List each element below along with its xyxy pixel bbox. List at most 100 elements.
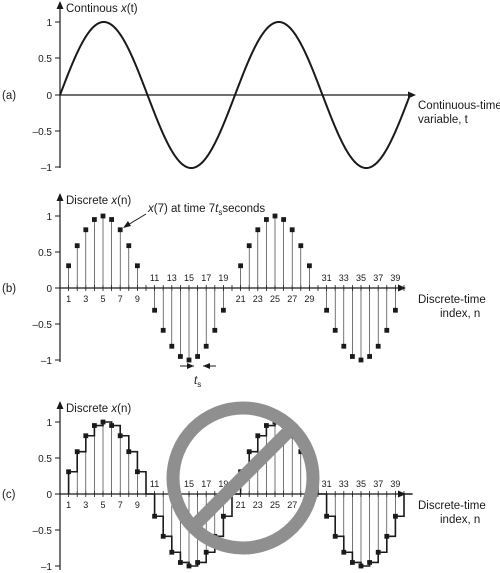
panel-c-label: (c) bbox=[2, 489, 16, 501]
sample-marker bbox=[238, 263, 243, 269]
index-label: 37 bbox=[373, 273, 383, 283]
sample-marker bbox=[66, 263, 71, 269]
panel-b-y-ticks: 1 0.5 0 –0.5 –1 bbox=[33, 212, 60, 367]
sample-marker bbox=[126, 243, 132, 249]
panel-b-label: (b) bbox=[2, 283, 16, 295]
index-label: 31 bbox=[322, 273, 332, 283]
sample-marker bbox=[135, 263, 140, 269]
sample-marker bbox=[358, 357, 364, 363]
index-label: 3 bbox=[83, 294, 88, 304]
index-label: 3 bbox=[83, 500, 88, 510]
sample-marker bbox=[393, 307, 398, 313]
panel-c-xlabel-line2: index, n bbox=[440, 514, 480, 526]
sample-marker bbox=[332, 327, 338, 333]
index-label: 39 bbox=[390, 479, 400, 489]
index-label: 7 bbox=[118, 500, 123, 510]
sample-marker bbox=[281, 217, 286, 222]
index-label: 15 bbox=[184, 273, 194, 283]
sample-marker bbox=[264, 217, 269, 222]
sample-marker bbox=[255, 227, 261, 233]
sample-marker bbox=[341, 343, 347, 349]
index-label: 11 bbox=[150, 479, 159, 489]
panel-a-ytick: –0.5 bbox=[33, 127, 53, 138]
ts-label: ts bbox=[194, 375, 201, 389]
sample-marker bbox=[74, 243, 80, 249]
panel-c-ytick: 1 bbox=[46, 418, 52, 429]
index-label: 7 bbox=[118, 294, 123, 304]
panel-a-ytick: 0 bbox=[46, 91, 52, 102]
index-label: 25 bbox=[270, 294, 280, 304]
panel-a-label: (a) bbox=[2, 90, 16, 102]
panel-b-ytick: –1 bbox=[41, 356, 53, 367]
sample-marker bbox=[117, 227, 123, 233]
index-label: 23 bbox=[253, 500, 263, 510]
sample-marker bbox=[186, 357, 192, 363]
sample-marker bbox=[324, 307, 329, 313]
panel-b-title: Discrete x(n) bbox=[66, 195, 131, 207]
panel-b-samples bbox=[66, 213, 405, 363]
panel-a-y-arrow bbox=[56, 1, 64, 9]
panel-c-ytick: –0.5 bbox=[33, 526, 53, 537]
continuous-sine-curve bbox=[59, 20, 411, 170]
sample-marker bbox=[272, 213, 278, 219]
index-label: 19 bbox=[218, 479, 228, 489]
sample-marker bbox=[367, 354, 372, 359]
index-label: 35 bbox=[356, 479, 366, 489]
index-label: 31 bbox=[322, 479, 332, 489]
sample-marker bbox=[384, 327, 390, 333]
sample-marker bbox=[221, 307, 226, 313]
panel-c-y-arrow bbox=[56, 401, 64, 409]
sample-marker bbox=[169, 343, 175, 349]
sample-marker bbox=[375, 343, 381, 349]
index-label: 25 bbox=[270, 500, 280, 510]
panel-c-xlabel-line1: Discrete-time bbox=[418, 500, 486, 512]
panel-a-ytick: 1 bbox=[46, 18, 52, 29]
panel-c-x-arrow bbox=[398, 490, 406, 498]
panel-a-xlabel-line1: Continuous-time bbox=[418, 100, 500, 112]
ts-marker: ts bbox=[180, 363, 216, 389]
index-label: 17 bbox=[201, 479, 211, 489]
sample-marker bbox=[289, 227, 295, 233]
sample-marker bbox=[92, 217, 97, 222]
index-label: 5 bbox=[100, 294, 105, 304]
index-label: 1 bbox=[66, 500, 71, 510]
index-label: 5 bbox=[100, 500, 105, 510]
panel-b-ytick: 0 bbox=[46, 284, 52, 295]
sample-marker bbox=[195, 354, 200, 359]
staircase-reconstruction bbox=[67, 421, 413, 567]
sample-marker bbox=[203, 343, 209, 349]
index-label: 1 bbox=[66, 294, 71, 304]
index-label: 11 bbox=[150, 273, 159, 283]
panel-c-ytick: –1 bbox=[41, 562, 53, 573]
panel-b-ytick: 0.5 bbox=[38, 248, 52, 259]
index-label: 23 bbox=[253, 294, 263, 304]
index-label: 33 bbox=[339, 479, 349, 489]
prohibition-icon bbox=[166, 401, 320, 555]
index-label: 9 bbox=[135, 500, 140, 510]
panel-a-xlabel-line2: variable, t bbox=[418, 114, 469, 126]
panel-a-y-ticks: 1 0.5 0 –0.5 –1 bbox=[33, 18, 60, 174]
panel-a-ytick: 0.5 bbox=[38, 54, 52, 65]
sample-marker bbox=[307, 263, 312, 269]
index-label: 9 bbox=[135, 294, 140, 304]
index-label: 27 bbox=[287, 500, 297, 510]
sample-marker bbox=[152, 307, 157, 313]
index-label: 27 bbox=[287, 294, 297, 304]
sample-marker bbox=[178, 354, 183, 359]
panel-c-ytick: 0 bbox=[46, 490, 52, 501]
index-label: 13 bbox=[167, 273, 177, 283]
index-label: 21 bbox=[236, 500, 246, 510]
sample-marker bbox=[298, 243, 304, 249]
panel-b-y-arrow bbox=[56, 193, 64, 201]
panel-a: (a) Continous x(t) 1 0.5 0 –0.5 –1 Conti… bbox=[2, 1, 500, 174]
panel-b-ytick: 1 bbox=[46, 212, 52, 223]
index-label: 37 bbox=[373, 479, 383, 489]
panel-b-ytick: –0.5 bbox=[33, 320, 53, 331]
index-label: 15 bbox=[184, 479, 194, 489]
index-label: 39 bbox=[390, 273, 400, 283]
index-label: 21 bbox=[236, 294, 246, 304]
panel-c-y-ticks: 1 0.5 0 –0.5 –1 bbox=[33, 418, 60, 573]
index-label: 33 bbox=[339, 273, 349, 283]
